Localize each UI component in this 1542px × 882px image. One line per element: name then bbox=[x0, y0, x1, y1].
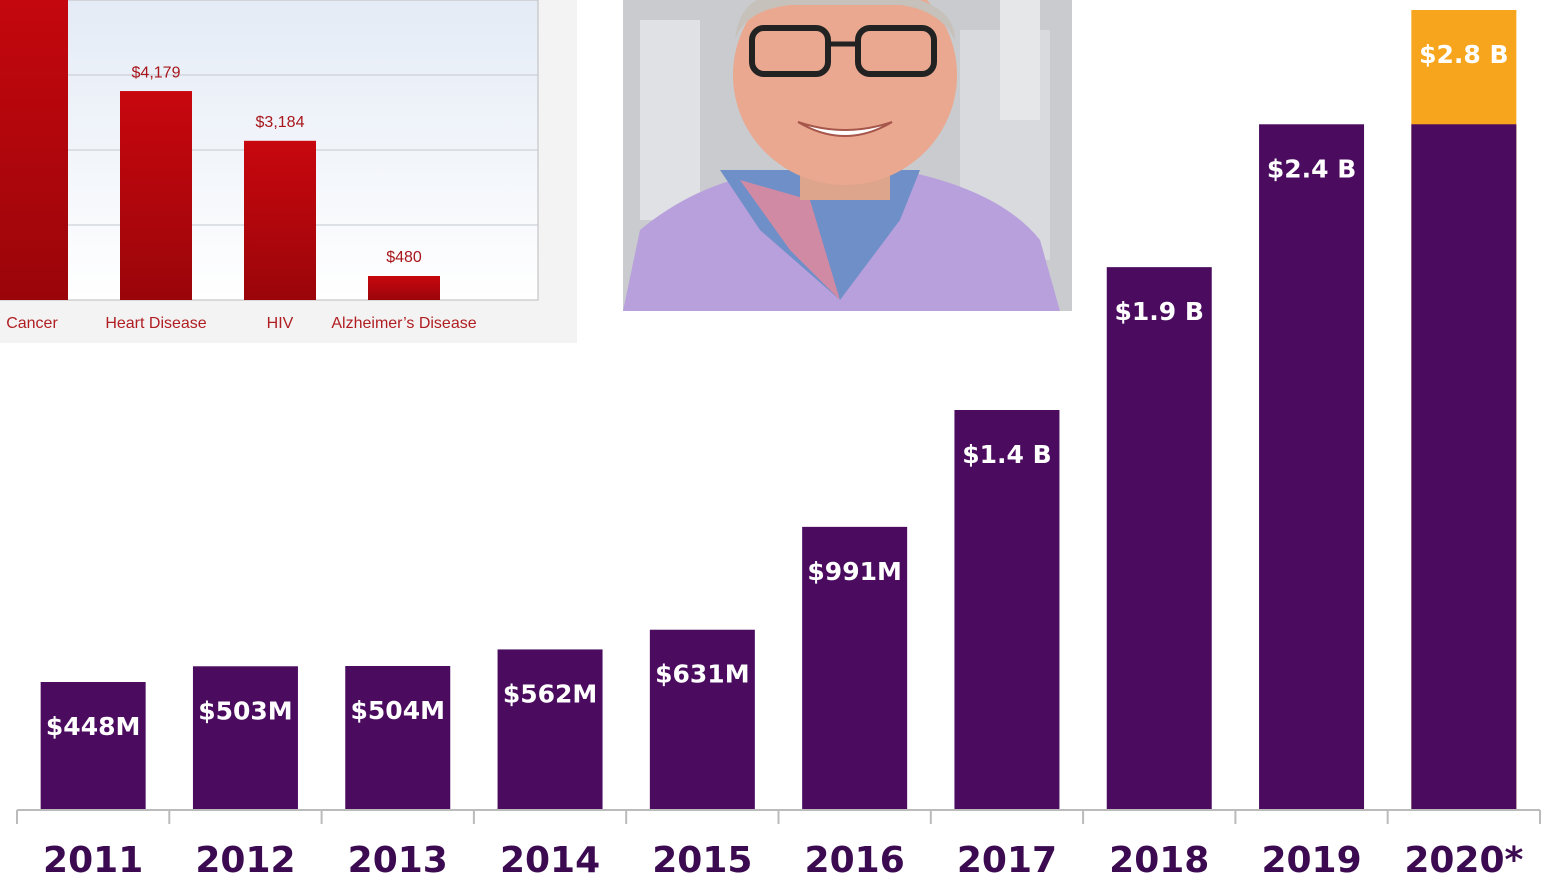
x-tick-label: 2018 bbox=[1109, 840, 1209, 881]
value-label: $562M bbox=[503, 679, 597, 708]
x-tick-label: Heart Disease bbox=[105, 315, 206, 332]
value-label: $504M bbox=[351, 696, 445, 725]
bar bbox=[345, 666, 450, 810]
bar bbox=[1107, 267, 1212, 810]
x-tick-label: Alzheimer’s Disease bbox=[331, 315, 476, 332]
x-tick-label: 2015 bbox=[652, 840, 752, 881]
value-label: $2.4 B bbox=[1267, 154, 1356, 183]
bar bbox=[498, 649, 603, 810]
bar bbox=[41, 682, 146, 810]
value-label: $991M bbox=[807, 557, 901, 586]
x-tick-label: 2013 bbox=[348, 840, 448, 881]
bar bbox=[244, 141, 316, 300]
x-tick-label: 2019 bbox=[1261, 840, 1361, 881]
value-label: $2.8 B bbox=[1419, 40, 1508, 69]
x-tick-label: 2016 bbox=[805, 840, 905, 881]
value-label: $1.9 B bbox=[1115, 297, 1204, 326]
x-tick-label: 2017 bbox=[957, 840, 1057, 881]
bar bbox=[368, 276, 440, 300]
x-tick-label: 2011 bbox=[43, 840, 143, 881]
bar bbox=[1259, 124, 1364, 810]
bar bbox=[650, 630, 755, 810]
bar bbox=[193, 666, 298, 810]
bar bbox=[954, 410, 1059, 810]
x-tick-label: HIV bbox=[267, 315, 294, 332]
value-label: $4,179 bbox=[132, 64, 181, 81]
value-label: $448M bbox=[46, 712, 140, 741]
portrait-photo bbox=[623, 0, 1072, 311]
inset-chart: $4,179 $3,184 $480 Cancer Heart Disease HIV Al… bbox=[0, 0, 577, 343]
value-label: $1.4 B bbox=[962, 440, 1051, 469]
value-label: $480 bbox=[386, 249, 422, 266]
value-label: $631M bbox=[655, 660, 749, 689]
bar bbox=[120, 91, 192, 300]
value-label: $503M bbox=[198, 696, 292, 725]
bar bbox=[0, 0, 68, 300]
bar bbox=[1411, 124, 1516, 810]
composite-image: $2.8 B $448M $503M $504M $562M $631M $991M $1.4… bbox=[0, 0, 1542, 882]
value-label: $3,184 bbox=[256, 114, 305, 131]
x-tick-label: 2020* bbox=[1404, 840, 1523, 881]
x-tick-label: Cancer bbox=[6, 315, 58, 332]
x-tick-label: 2014 bbox=[500, 840, 600, 881]
x-tick-label: 2012 bbox=[195, 840, 295, 881]
